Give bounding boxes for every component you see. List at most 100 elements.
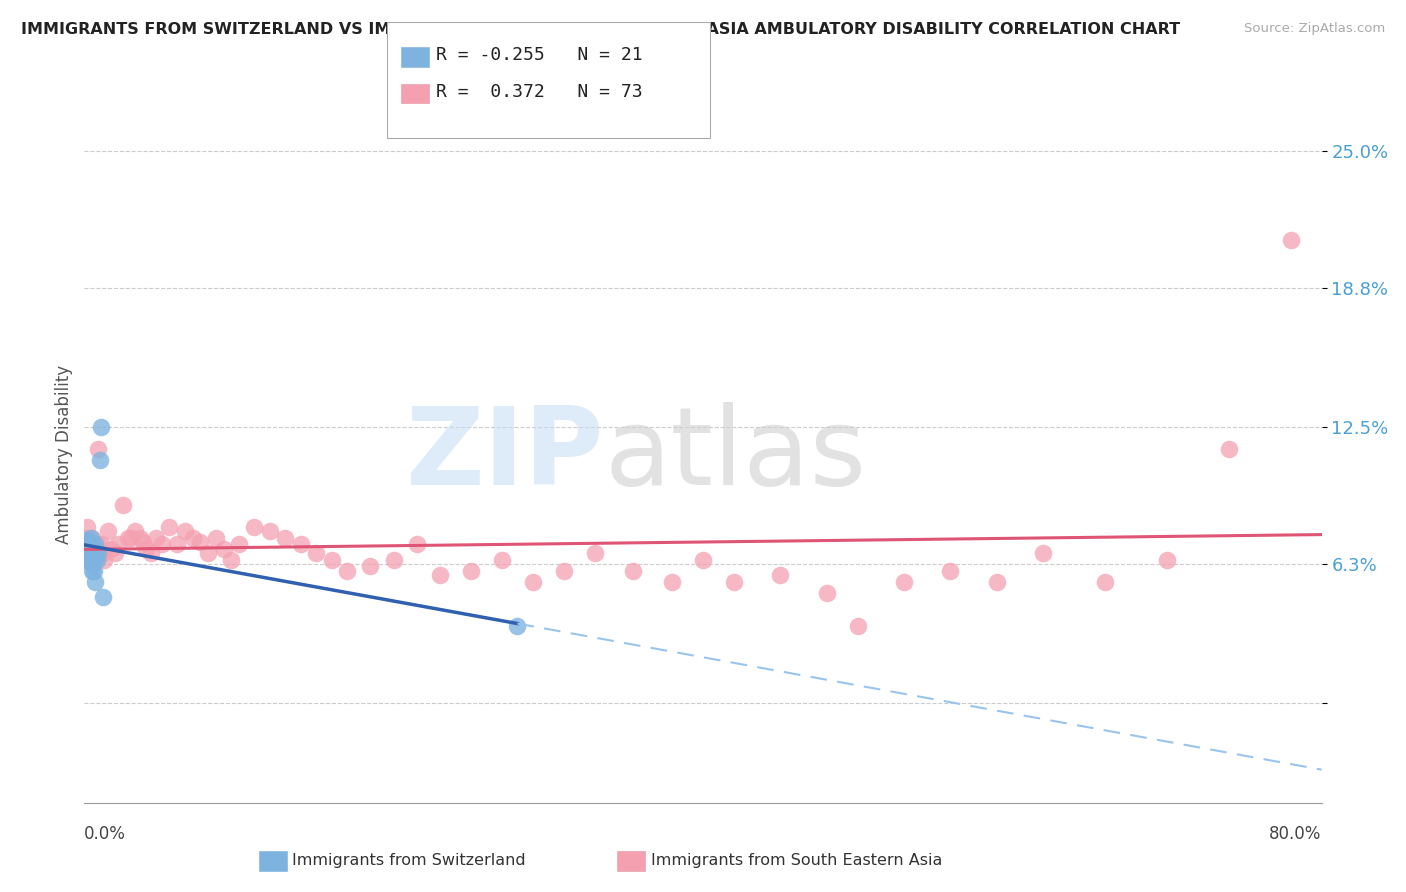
Point	[429, 568, 451, 582]
Point	[96, 524, 118, 538]
Text: 80.0%: 80.0%	[1270, 825, 1322, 843]
Point	[89, 453, 111, 467]
Point	[77, 553, 100, 567]
Point	[846, 619, 869, 633]
Point	[90, 537, 112, 551]
Point	[82, 537, 104, 551]
Point	[150, 537, 173, 551]
Point	[259, 524, 281, 538]
Point	[405, 537, 427, 551]
Point	[336, 564, 359, 578]
Point	[290, 537, 312, 551]
Point	[76, 533, 98, 547]
Point	[228, 537, 250, 551]
Y-axis label: Ambulatory Disability: Ambulatory Disability	[55, 366, 73, 544]
Point	[815, 586, 838, 600]
Point	[104, 546, 127, 560]
Point	[219, 553, 242, 567]
Point	[188, 535, 211, 549]
Point	[83, 564, 105, 578]
Point	[1094, 574, 1116, 589]
Point	[491, 553, 513, 567]
Point	[986, 574, 1008, 589]
Text: R =  0.372   N = 73: R = 0.372 N = 73	[436, 83, 643, 101]
Point	[84, 541, 107, 556]
Point	[522, 574, 544, 589]
Point	[84, 574, 107, 589]
Point	[89, 546, 111, 560]
Point	[135, 541, 157, 556]
Point	[77, 546, 100, 560]
Point	[1156, 553, 1178, 567]
Text: R = -0.255   N = 21: R = -0.255 N = 21	[436, 46, 643, 64]
Point	[79, 531, 101, 545]
Text: Source: ZipAtlas.com: Source: ZipAtlas.com	[1244, 22, 1385, 36]
Point	[77, 537, 100, 551]
Point	[117, 531, 139, 545]
Point	[90, 420, 112, 434]
Point	[174, 524, 197, 538]
Point	[621, 564, 644, 578]
Point	[893, 574, 915, 589]
Point	[75, 546, 97, 560]
Text: IMMIGRANTS FROM SWITZERLAND VS IMMIGRANTS FROM SOUTH EASTERN ASIA AMBULATORY DIS: IMMIGRANTS FROM SWITZERLAND VS IMMIGRANT…	[21, 22, 1180, 37]
Point	[506, 619, 529, 633]
Point	[86, 553, 108, 567]
Point	[769, 568, 792, 582]
Point	[112, 498, 135, 512]
Point	[107, 537, 129, 551]
Point	[205, 531, 228, 545]
Point	[83, 546, 105, 560]
Point	[87, 546, 110, 560]
Point	[100, 541, 122, 556]
Point	[76, 519, 98, 533]
Point	[382, 553, 405, 567]
Point	[79, 541, 101, 556]
Point	[274, 531, 297, 545]
Point	[79, 535, 101, 549]
Point	[939, 564, 962, 578]
Point	[86, 537, 108, 551]
Point	[82, 564, 104, 578]
Point	[1279, 233, 1302, 247]
Point	[166, 537, 188, 551]
Point	[79, 553, 101, 567]
Point	[83, 553, 105, 567]
Point	[82, 558, 104, 572]
Point	[82, 531, 104, 545]
Point	[129, 531, 152, 545]
Point	[360, 559, 382, 574]
Text: Immigrants from South Eastern Asia: Immigrants from South Eastern Asia	[651, 854, 942, 868]
Point	[553, 564, 575, 578]
Point	[145, 531, 167, 545]
Point	[120, 531, 142, 545]
Point	[460, 564, 482, 578]
Point	[77, 546, 100, 560]
Point	[1032, 546, 1054, 560]
Point	[583, 546, 606, 560]
Point	[139, 546, 162, 560]
Text: ZIP: ZIP	[405, 402, 605, 508]
Point	[93, 553, 115, 567]
Point	[212, 541, 235, 556]
Point	[83, 546, 105, 560]
Point	[91, 546, 114, 560]
Point	[159, 519, 180, 533]
Point	[75, 553, 97, 567]
Point	[181, 531, 204, 545]
Text: Immigrants from Switzerland: Immigrants from Switzerland	[292, 854, 526, 868]
Point	[132, 535, 155, 549]
Point	[723, 574, 745, 589]
Point	[87, 442, 110, 457]
Point	[1218, 442, 1240, 457]
Point	[76, 541, 98, 556]
Point	[243, 519, 266, 533]
Point	[305, 546, 328, 560]
Text: 0.0%: 0.0%	[84, 825, 127, 843]
Point	[124, 524, 146, 538]
Point	[82, 541, 104, 556]
Point	[91, 591, 114, 605]
Point	[692, 553, 714, 567]
Point	[661, 574, 683, 589]
Point	[83, 553, 105, 567]
